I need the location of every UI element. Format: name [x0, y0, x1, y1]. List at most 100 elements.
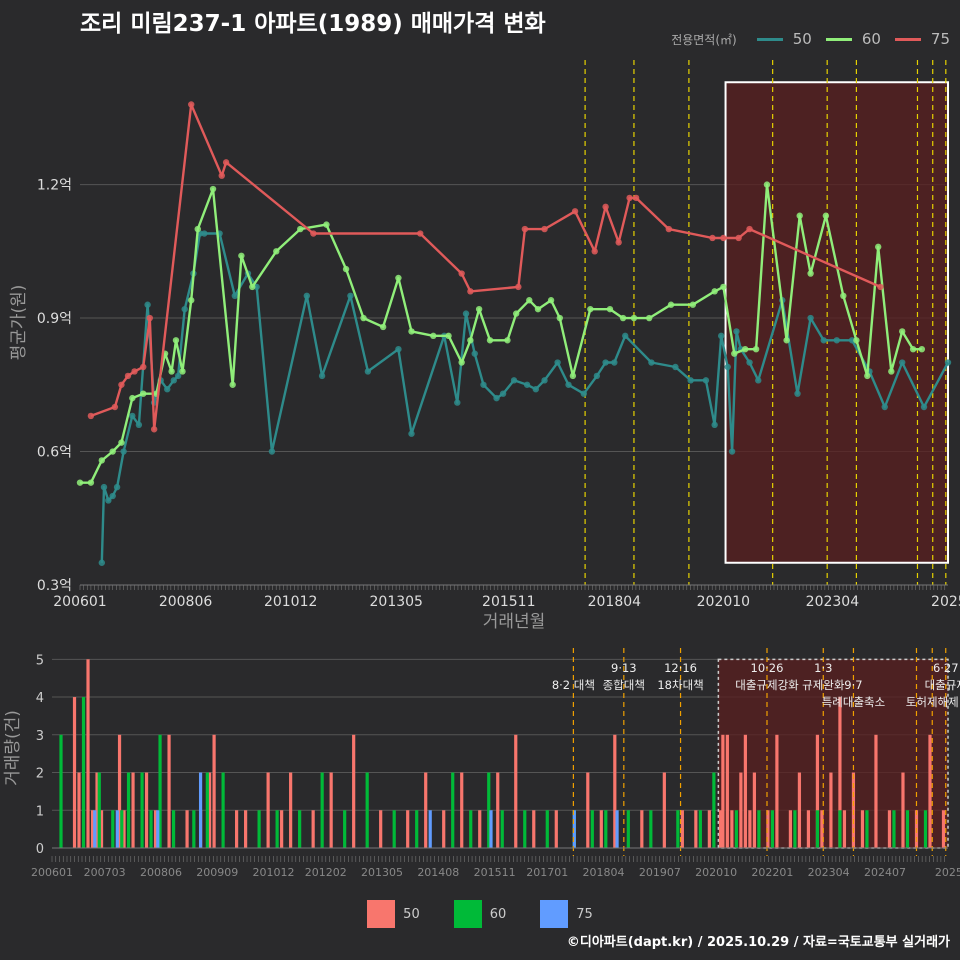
price-point-60	[249, 283, 256, 291]
volume-bar-60	[590, 810, 594, 848]
price-point-60	[547, 297, 555, 304]
volume-bar-50	[730, 810, 734, 848]
price-point-60	[140, 390, 147, 397]
price-point-60	[853, 337, 860, 344]
price-point-50	[532, 386, 540, 393]
price-point-50	[554, 359, 561, 366]
volume-bar-50	[743, 734, 747, 848]
volume-bar-50	[352, 734, 356, 848]
price-point-50	[728, 448, 736, 455]
volume-bar-50	[662, 772, 666, 848]
price-point-75	[515, 283, 522, 291]
price-point-50	[920, 403, 928, 411]
volume-bar-50	[941, 810, 946, 848]
legend-swatch-75	[894, 37, 921, 41]
price-point-60	[118, 439, 125, 446]
price-point-50	[899, 359, 906, 366]
volume-bar-50	[532, 810, 536, 848]
price-y-tick-label: 0.6억	[37, 445, 72, 461]
policy-annotation: 18차대책	[657, 678, 703, 692]
volume-bar-50	[122, 810, 126, 848]
volume-bar-75	[198, 772, 203, 848]
price-point-50	[164, 386, 171, 393]
price-point-50	[833, 337, 840, 344]
policy-annotation: 12·16	[664, 661, 697, 675]
volume-bar-60	[469, 810, 473, 848]
price-point-75	[591, 248, 598, 255]
policy-annotation: 9·7	[844, 678, 862, 692]
volume-bar-60	[221, 772, 225, 848]
volume-bar-60	[192, 810, 196, 848]
price-point-75	[626, 194, 633, 202]
volume-bar-50	[144, 772, 149, 848]
price-highlight-region	[724, 81, 949, 564]
price-point-60	[486, 337, 494, 344]
price-point-50	[794, 390, 801, 397]
volume-bar-50	[748, 810, 752, 848]
price-point-50	[113, 483, 121, 491]
price-point-60	[360, 314, 367, 322]
volume-bar-50	[167, 734, 171, 848]
price-point-60	[168, 368, 175, 375]
volume-bar-60	[793, 810, 797, 848]
price-point-50	[268, 448, 276, 455]
price-point-50	[100, 483, 108, 491]
volume-bar-50	[752, 772, 756, 848]
volume-x-tick-label: 202201	[751, 866, 793, 879]
volume-y-tick-label: 5	[36, 653, 44, 668]
volume-bar-75	[115, 810, 119, 848]
volume-bar-50	[311, 810, 315, 848]
price-point-60	[619, 314, 627, 322]
volume-bar-50	[838, 697, 842, 848]
price-point-60	[98, 457, 106, 464]
volume-y-tick-label: 1	[36, 804, 44, 819]
volume-bar-50	[860, 810, 865, 848]
volume-bar-50	[640, 810, 644, 848]
volume-bar-50	[496, 772, 500, 848]
price-point-60	[273, 248, 280, 255]
price-x-tick-label: 201305	[370, 594, 423, 610]
price-point-50	[395, 345, 402, 353]
volume-bar-75	[428, 810, 432, 848]
volume-x-tick-label: 200909	[196, 866, 238, 879]
price-point-50	[593, 372, 601, 380]
price-point-60	[297, 225, 304, 233]
volume-bar-60	[140, 772, 144, 848]
price-point-50	[201, 230, 208, 237]
price-point-75	[521, 225, 529, 233]
volume-legend-item-75: 75	[540, 900, 593, 928]
volume-bar-60	[451, 772, 455, 848]
price-x-tick-label: 2025	[931, 594, 960, 610]
policy-annotation: 6·27	[933, 661, 959, 675]
price-point-60	[783, 337, 790, 344]
policy-annotation: 토허제해제	[906, 695, 959, 709]
volume-bar-60	[126, 772, 131, 848]
volume-x-tick-label: 201511	[474, 866, 516, 879]
volume-bar-50	[928, 734, 932, 848]
price-point-60	[179, 368, 186, 375]
price-point-60	[822, 212, 830, 219]
price-point-75	[131, 368, 138, 375]
volume-bar-50	[153, 810, 158, 848]
price-point-60	[587, 305, 594, 313]
price-point-50	[611, 359, 618, 366]
price-point-75	[615, 239, 622, 246]
price-point-50	[471, 350, 478, 357]
volume-bar-50	[842, 810, 847, 848]
price-point-50	[499, 390, 507, 397]
size-legend: 전용면적(㎡) 50 60 75	[671, 30, 950, 48]
policy-annotation: 대출규제	[925, 678, 960, 692]
volume-legend-label-60: 60	[489, 906, 507, 922]
volume-bar-75	[489, 810, 493, 848]
volume-bar-50	[478, 810, 482, 848]
volume-legend-label-50: 50	[403, 906, 420, 922]
price-x-tick-label: 202304	[806, 594, 860, 610]
price-y-tick-label: 1.2억	[37, 178, 72, 194]
price-point-75	[118, 381, 125, 388]
price-point-50	[480, 381, 487, 388]
volume-bar-60	[59, 734, 63, 848]
price-point-50	[807, 314, 814, 322]
price-x-tick-label: 201511	[482, 594, 535, 610]
price-point-50	[454, 399, 461, 406]
policy-annotation: 10·26	[751, 661, 784, 675]
